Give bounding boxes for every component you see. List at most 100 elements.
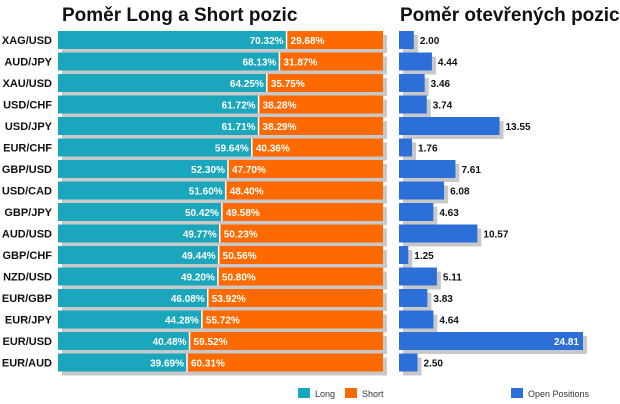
legend-long-swatch bbox=[298, 388, 310, 398]
short-value-gbp-chf: 50.56% bbox=[223, 251, 257, 262]
open-positions-bar-usd-jpy bbox=[399, 117, 500, 135]
open-positions-bar-usd-cad bbox=[399, 181, 445, 200]
legend-long-label: Long bbox=[315, 389, 335, 399]
short-bar-aud-usd bbox=[219, 224, 383, 243]
long-bar-eur-chf bbox=[58, 138, 252, 157]
category-label-gbp-jpy: GBP/JPY bbox=[4, 207, 52, 219]
short-value-eur-gbp: 53.92% bbox=[212, 294, 246, 305]
long-bar-eur-jpy bbox=[58, 310, 202, 329]
short-value-eur-usd: 59.52% bbox=[194, 337, 228, 348]
short-value-usd-cad: 48.40% bbox=[230, 187, 264, 198]
long-bar-gbp-jpy bbox=[58, 203, 222, 221]
short-bar-eur-aud bbox=[186, 353, 383, 372]
long-short-chart-title: Poměr Long a Short pozic bbox=[62, 5, 298, 26]
long-value-eur-jpy: 44.28% bbox=[165, 316, 199, 327]
open-positions-bar-eur-aud bbox=[399, 353, 418, 372]
long-bar-aud-usd bbox=[58, 224, 220, 243]
long-bar-usd-chf bbox=[58, 95, 259, 114]
category-label-usd-jpy: USD/JPY bbox=[5, 121, 53, 133]
short-bar-usd-chf bbox=[258, 95, 383, 114]
open-positions-value-gbp-usd: 7.61 bbox=[461, 165, 481, 176]
long-value-usd-chf: 61.72% bbox=[222, 101, 256, 112]
open-positions-bar-eur-jpy bbox=[399, 310, 434, 329]
open-positions-value-usd-cad: 6.08 bbox=[450, 187, 470, 198]
open-positions-bar-aud-jpy bbox=[399, 52, 432, 71]
open-positions-bar-nzd-usd bbox=[399, 267, 437, 286]
open-positions-value-gbp-jpy: 4.63 bbox=[439, 208, 459, 219]
category-label-gbp-usd: GBP/USD bbox=[2, 164, 52, 176]
open-positions-value-usd-chf: 3.74 bbox=[433, 101, 453, 112]
short-bar-aud-jpy bbox=[279, 52, 383, 71]
short-value-usd-jpy: 38.29% bbox=[263, 122, 297, 133]
open-positions-value-aud-jpy: 4.44 bbox=[438, 58, 458, 69]
short-bar-eur-jpy bbox=[201, 310, 383, 329]
open-positions-value-nzd-usd: 5.11 bbox=[443, 273, 462, 284]
category-label-gbp-chf: GBP/CHF bbox=[3, 250, 53, 262]
category-label-nzd-usd: NZD/USD bbox=[3, 272, 52, 284]
long-value-nzd-usd: 49.20% bbox=[181, 273, 215, 284]
short-value-nzd-usd: 50.80% bbox=[222, 273, 256, 284]
long-value-aud-usd: 49.77% bbox=[183, 230, 217, 241]
category-label-eur-jpy: EUR/JPY bbox=[5, 315, 53, 327]
short-bar-xag-usd bbox=[286, 31, 383, 49]
open-positions-bar-gbp-usd bbox=[399, 160, 456, 178]
legend-short-label: Short bbox=[362, 389, 384, 399]
long-value-gbp-chf: 49.44% bbox=[182, 251, 216, 262]
long-bar-gbp-usd bbox=[58, 160, 228, 178]
short-value-xag-usd: 29.68% bbox=[291, 36, 325, 47]
long-bar-gbp-chf bbox=[58, 246, 219, 264]
long-bar-aud-jpy bbox=[58, 52, 280, 71]
long-value-eur-gbp: 46.08% bbox=[171, 294, 205, 305]
long-value-eur-usd: 40.48% bbox=[153, 337, 187, 348]
short-value-usd-chf: 38.28% bbox=[263, 101, 297, 112]
category-label-xag-usd: XAG/USD bbox=[2, 35, 52, 47]
legend-open-positions-swatch bbox=[511, 388, 523, 398]
open-positions-bar-xag-usd bbox=[399, 31, 414, 49]
open-positions-value-eur-jpy: 4.64 bbox=[439, 316, 459, 327]
long-value-gbp-jpy: 50.42% bbox=[185, 208, 219, 219]
short-bar-eur-gbp bbox=[207, 289, 383, 307]
short-bar-eur-usd bbox=[189, 332, 383, 350]
category-label-usd-chf: USD/CHF bbox=[3, 100, 52, 112]
open-positions-value-usd-jpy: 13.55 bbox=[505, 122, 530, 133]
short-bar-eur-chf bbox=[251, 138, 383, 157]
open-positions-value-eur-usd: 24.81 bbox=[554, 337, 579, 348]
short-bar-usd-jpy bbox=[258, 117, 383, 135]
open-positions-bar-eur-chf bbox=[399, 138, 413, 157]
short-bar-gbp-chf bbox=[218, 246, 383, 264]
long-value-usd-jpy: 61.71% bbox=[222, 122, 256, 133]
short-bar-nzd-usd bbox=[217, 267, 383, 286]
long-bar-xau-usd bbox=[58, 74, 267, 92]
category-label-eur-usd: EUR/USD bbox=[2, 336, 52, 348]
short-bar-gbp-jpy bbox=[221, 203, 383, 221]
short-value-aud-usd: 50.23% bbox=[224, 230, 258, 241]
short-value-xau-usd: 35.75% bbox=[271, 79, 305, 90]
long-bar-usd-jpy bbox=[58, 117, 259, 135]
legend-short-swatch bbox=[345, 388, 357, 398]
open-positions-value-xau-usd: 3.46 bbox=[431, 79, 451, 90]
category-label-usd-cad: USD/CAD bbox=[2, 186, 52, 198]
short-bar-usd-cad bbox=[225, 181, 383, 200]
long-value-eur-chf: 59.64% bbox=[215, 144, 249, 155]
open-positions-value-aud-usd: 10.57 bbox=[483, 230, 508, 241]
open-positions-chart-title: Poměr otevřených pozic bbox=[400, 5, 620, 26]
open-positions-bar-usd-chf bbox=[399, 95, 427, 114]
category-label-eur-chf: EUR/CHF bbox=[3, 143, 52, 155]
category-label-aud-jpy: AUD/JPY bbox=[4, 57, 52, 69]
short-value-gbp-usd: 47.70% bbox=[232, 165, 266, 176]
legend-open-positions-label: Open Positions bbox=[528, 389, 590, 399]
open-positions-bar-gbp-jpy bbox=[399, 203, 434, 221]
short-value-eur-chf: 40.36% bbox=[256, 144, 290, 155]
open-positions-bar-eur-gbp bbox=[399, 289, 428, 307]
open-positions-value-eur-aud: 2.50 bbox=[424, 359, 444, 370]
long-bar-xag-usd bbox=[58, 31, 287, 49]
open-positions-value-eur-chf: 1.76 bbox=[418, 144, 438, 155]
open-positions-bar-aud-usd bbox=[399, 224, 478, 243]
short-bar-gbp-usd bbox=[227, 160, 383, 178]
category-label-eur-aud: EUR/AUD bbox=[2, 358, 52, 370]
open-positions-value-xag-usd: 2.00 bbox=[420, 36, 440, 47]
open-positions-bar-eur-usd bbox=[399, 332, 583, 350]
open-positions-value-gbp-chf: 1.25 bbox=[414, 251, 434, 262]
